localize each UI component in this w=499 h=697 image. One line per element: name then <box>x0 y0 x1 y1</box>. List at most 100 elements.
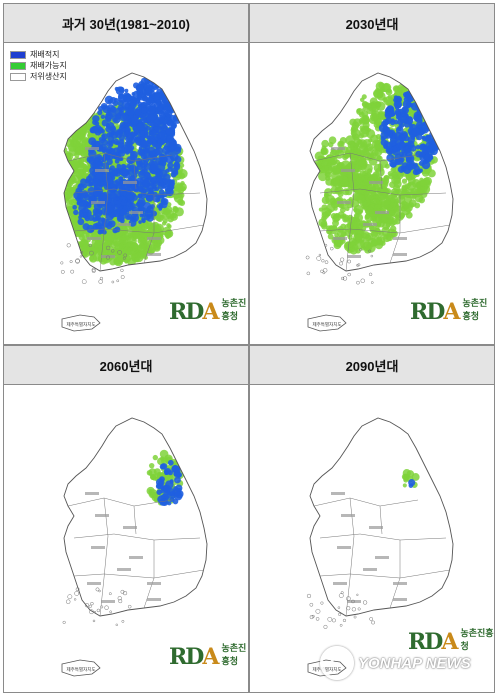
suitable-area <box>157 132 165 140</box>
island <box>92 619 96 623</box>
possible-area <box>317 155 324 162</box>
suitable-area <box>153 76 158 81</box>
suitable-area <box>140 107 148 114</box>
possible-area <box>365 242 376 253</box>
possible-area <box>364 206 374 216</box>
suitable-area <box>394 136 404 145</box>
suitable-area <box>90 195 95 200</box>
suitable-area <box>163 484 171 493</box>
legend: 재배적지 재배가능지 저위생산지 <box>10 49 67 82</box>
island <box>321 259 325 263</box>
suitable-area <box>422 107 430 115</box>
possible-area <box>128 247 133 252</box>
island <box>116 279 120 283</box>
island <box>75 259 80 264</box>
island <box>346 596 351 601</box>
island <box>67 594 73 600</box>
suitable-area <box>171 122 178 129</box>
province-border <box>143 540 155 609</box>
province-label-mark <box>341 514 355 517</box>
possible-area <box>150 474 155 479</box>
island <box>127 604 132 609</box>
suitable-area <box>433 120 440 127</box>
suitable-area <box>109 165 115 171</box>
suitable-area <box>409 102 414 108</box>
suitable-area <box>164 471 169 476</box>
possible-area <box>74 124 79 129</box>
suitable-area <box>100 139 105 144</box>
island <box>100 605 104 609</box>
possible-area <box>333 206 338 211</box>
possible-area <box>339 136 347 144</box>
suitable-area <box>423 104 431 111</box>
province-label-mark <box>393 598 407 601</box>
island <box>123 253 128 258</box>
possible-area <box>371 236 381 246</box>
suitable-area <box>380 131 389 140</box>
suitable-area <box>429 114 434 119</box>
province-label-mark <box>393 582 407 585</box>
jeju-island <box>61 659 101 677</box>
island <box>356 593 359 596</box>
island <box>105 245 111 251</box>
possible-area <box>321 139 329 148</box>
suitable-area <box>167 459 174 466</box>
panel-2030s: 2030년대 제주특별자치도 RD A 농촌진흥청 <box>249 3 495 345</box>
province-label-mark <box>129 211 143 214</box>
province-label-mark <box>95 514 109 517</box>
suitable-area <box>418 153 423 158</box>
suitable-area <box>153 118 161 127</box>
suitable-area <box>382 125 389 132</box>
possible-area <box>70 235 75 241</box>
island <box>340 257 345 262</box>
suitable-area <box>165 102 170 107</box>
island <box>341 276 345 281</box>
map-2060s: 제주특별자치도 <box>61 417 208 677</box>
suitable-area <box>159 476 165 483</box>
suitable-area <box>427 107 435 115</box>
island <box>122 590 128 596</box>
suitable-area <box>143 171 151 178</box>
possible-area <box>384 163 390 169</box>
suitable-area <box>409 144 417 152</box>
province-label-mark <box>87 237 101 240</box>
possible-area <box>402 483 407 488</box>
suitable-area <box>119 208 127 217</box>
possible-area <box>328 225 338 235</box>
suitable-area <box>398 156 405 163</box>
possible-area <box>373 198 380 205</box>
possible-area <box>380 196 391 206</box>
suitable-area <box>158 202 164 207</box>
island <box>305 255 310 260</box>
island <box>110 249 115 253</box>
suitable-area <box>420 100 425 105</box>
island <box>84 603 90 608</box>
island <box>342 276 348 281</box>
possible-area <box>68 234 73 239</box>
possible-area <box>394 86 400 92</box>
suitable-area <box>125 146 134 154</box>
suitable-area <box>140 163 146 168</box>
peninsula-outline <box>63 72 208 272</box>
legend-swatch-low <box>10 72 26 81</box>
possible-area <box>354 165 362 173</box>
suitable-area <box>172 94 177 99</box>
province-border <box>379 160 383 190</box>
island <box>91 268 96 273</box>
province-border <box>73 533 201 541</box>
island <box>309 615 314 620</box>
suitable-area <box>138 220 142 224</box>
suitable-area <box>106 158 113 166</box>
suitable-area <box>120 199 127 206</box>
possible-area <box>172 206 179 214</box>
province-label-mark <box>375 211 389 214</box>
suitable-area <box>405 116 414 125</box>
rda-logo: RD A 농촌진흥청 <box>408 629 494 655</box>
suitable-area <box>93 189 101 198</box>
province-label-mark <box>147 582 161 585</box>
possible-area <box>85 243 95 253</box>
suitable-area <box>124 88 129 93</box>
suitable-area <box>394 101 399 106</box>
suitable-area <box>168 179 173 184</box>
province-border <box>313 152 419 162</box>
